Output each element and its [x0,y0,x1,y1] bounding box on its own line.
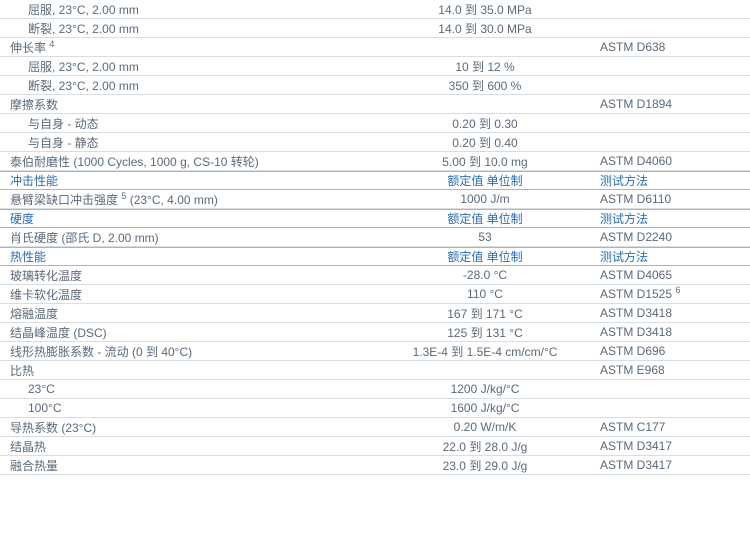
row-method: ASTM D6110 [590,192,750,206]
row-value: -28.0 °C [380,268,590,282]
row-label: 硬度 [0,210,380,227]
row-label: 比热 [0,362,380,379]
row-value: 1.3E-4 到 1.5E-4 cm/cm/°C [380,343,590,360]
row-label: 断裂, 23°C, 2.00 mm [0,77,380,94]
section-header-row: 冲击性能额定值 单位制测试方法 [0,171,750,190]
row-label: 23°C [0,382,380,396]
row-label: 结晶峰温度 (DSC) [0,324,380,341]
row-value: 53 [380,230,590,244]
row-label: 断裂, 23°C, 2.00 mm [0,20,380,37]
table-row: 泰伯耐磨性 (1000 Cycles, 1000 g, CS-10 转轮)5.0… [0,152,750,171]
row-method: ASTM D4065 [590,268,750,282]
row-label: 100°C [0,401,380,415]
row-method: ASTM D3417 [590,439,750,453]
row-method: ASTM D4060 [590,154,750,168]
table-row: 结晶热22.0 到 28.0 J/gASTM D3417 [0,437,750,456]
row-label: 摩擦系数 [0,96,380,113]
row-label: 屈服, 23°C, 2.00 mm [0,1,380,18]
row-value: 1000 J/m [380,192,590,206]
row-label: 维卡软化温度 [0,286,380,303]
table-row: 融合热量23.0 到 29.0 J/gASTM D3417 [0,456,750,475]
table-row: 与自身 - 动态0.20 到 0.30 [0,114,750,133]
row-label: 熔融温度 [0,305,380,322]
row-label: 线形热膨胀系数 - 流动 (0 到 40°C) [0,343,380,360]
row-value: 1600 J/kg/°C [380,401,590,415]
row-label: 泰伯耐磨性 (1000 Cycles, 1000 g, CS-10 转轮) [0,153,380,170]
footnote-ref: 6 [675,285,680,295]
properties-table: 屈服, 23°C, 2.00 mm14.0 到 35.0 MPa断裂, 23°C… [0,0,750,475]
row-value: 23.0 到 29.0 J/g [380,457,590,474]
row-label: 悬臂梁缺口冲击强度 5 (23°C, 4.00 mm) [0,191,380,208]
row-method: ASTM D3418 [590,306,750,320]
column-header-method: 测试方法 [590,210,750,227]
row-value: 10 到 12 % [380,58,590,75]
row-value: 1200 J/kg/°C [380,382,590,396]
row-label: 导热系数 (23°C) [0,419,380,436]
row-method: ASTM D3417 [590,458,750,472]
table-row: 伸长率 4 ASTM D638 [0,38,750,57]
row-method: ASTM E968 [590,363,750,377]
table-row: 悬臂梁缺口冲击强度 5 (23°C, 4.00 mm)1000 J/mASTM … [0,190,750,209]
row-method: ASTM C177 [590,420,750,434]
row-value: 167 到 171 °C [380,305,590,322]
row-value: 22.0 到 28.0 J/g [380,438,590,455]
row-method: ASTM D696 [590,344,750,358]
row-value: 5.00 到 10.0 mg [380,153,590,170]
row-label: 冲击性能 [0,172,380,189]
table-row: 摩擦系数 ASTM D1894 [0,95,750,114]
table-row: 23°C1200 J/kg/°C [0,380,750,399]
row-value: 350 到 600 % [380,77,590,94]
table-row: 比热 ASTM E968 [0,361,750,380]
column-header-method: 测试方法 [590,172,750,189]
row-value: 0.20 到 0.30 [380,115,590,132]
row-label: 肖氏硬度 (邵氏 D, 2.00 mm) [0,229,380,246]
row-method: ASTM D2240 [590,230,750,244]
row-method: ASTM D1894 [590,97,750,111]
table-row: 屈服, 23°C, 2.00 mm10 到 12 % [0,57,750,76]
footnote-ref: 5 [121,191,126,201]
row-label: 伸长率 4 [0,39,380,56]
table-row: 100°C1600 J/kg/°C [0,399,750,418]
table-row: 断裂, 23°C, 2.00 mm14.0 到 30.0 MPa [0,19,750,38]
row-value: 14.0 到 35.0 MPa [380,1,590,18]
table-row: 线形热膨胀系数 - 流动 (0 到 40°C)1.3E-4 到 1.5E-4 c… [0,342,750,361]
row-value: 125 到 131 °C [380,324,590,341]
row-method: ASTM D638 [590,40,750,54]
table-row: 导热系数 (23°C)0.20 W/m/KASTM C177 [0,418,750,437]
row-label: 热性能 [0,248,380,265]
row-value: 14.0 到 30.0 MPa [380,20,590,37]
table-row: 肖氏硬度 (邵氏 D, 2.00 mm)53ASTM D2240 [0,228,750,247]
column-header-value: 额定值 单位制 [380,210,590,227]
row-value: 0.20 到 0.40 [380,134,590,151]
row-label: 与自身 - 动态 [0,115,380,132]
row-label: 融合热量 [0,457,380,474]
table-row: 维卡软化温度110 °CASTM D1525 6 [0,285,750,304]
column-header-value: 额定值 单位制 [380,172,590,189]
row-label: 玻璃转化温度 [0,267,380,284]
row-label: 屈服, 23°C, 2.00 mm [0,58,380,75]
section-header-row: 硬度额定值 单位制测试方法 [0,209,750,228]
table-row: 与自身 - 静态0.20 到 0.40 [0,133,750,152]
row-label: 与自身 - 静态 [0,134,380,151]
section-header-row: 热性能额定值 单位制测试方法 [0,247,750,266]
row-value: 110 °C [380,287,590,301]
column-header-value: 额定值 单位制 [380,248,590,265]
table-row: 结晶峰温度 (DSC)125 到 131 °CASTM D3418 [0,323,750,342]
row-method: ASTM D3418 [590,325,750,339]
footnote-ref: 4 [49,39,54,49]
row-method: ASTM D1525 6 [590,287,750,301]
table-row: 屈服, 23°C, 2.00 mm14.0 到 35.0 MPa [0,0,750,19]
table-row: 断裂, 23°C, 2.00 mm350 到 600 % [0,76,750,95]
row-label: 结晶热 [0,438,380,455]
table-row: 玻璃转化温度-28.0 °CASTM D4065 [0,266,750,285]
column-header-method: 测试方法 [590,248,750,265]
table-row: 熔融温度167 到 171 °CASTM D3418 [0,304,750,323]
row-value: 0.20 W/m/K [380,420,590,434]
